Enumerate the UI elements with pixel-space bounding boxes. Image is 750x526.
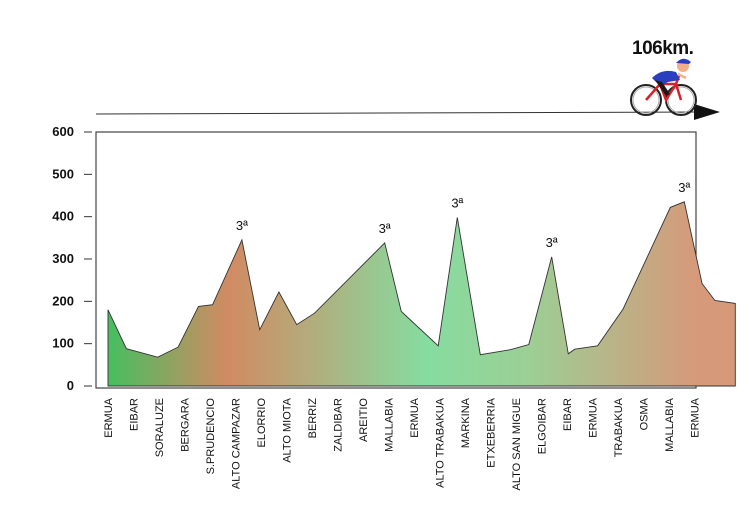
x-axis: ERMUA EIBAR SORALUZE BERGARA S.PRUDENCIO ALTO…	[103, 397, 702, 490]
x-tick-label: ERMUA	[103, 397, 115, 437]
x-tick-label: SORALUZE	[154, 398, 166, 457]
x-tick-label: ELGOIBAR	[537, 398, 549, 454]
altitude-area	[107, 201, 736, 387]
x-tick-label: AREITIO	[358, 398, 370, 442]
climb-category-label: 3ª	[379, 221, 391, 236]
x-tick-label: ERMUA	[409, 397, 421, 437]
y-tick-label: 0	[67, 378, 74, 393]
x-tick-label: ERMUA	[690, 397, 702, 437]
x-tick-label: BERRIZ	[307, 398, 319, 439]
x-tick-label: ERMUA	[588, 397, 600, 437]
x-tick-label: EIBAR	[129, 398, 141, 431]
x-tick-label: ELORRIO	[256, 398, 268, 448]
x-tick-label: S.PRUDENCIO	[205, 398, 217, 475]
x-tick-label: ETXEBERRIA	[486, 397, 498, 467]
y-axis: 0 100 200 300 400 500 600	[52, 124, 92, 393]
cyclist-icon	[630, 58, 697, 116]
climb-category-annotations: 3ª 3ª 3ª 3ª 3ª	[236, 180, 691, 250]
x-tick-label: EIBAR	[562, 398, 574, 431]
y-tick-label: 400	[52, 209, 74, 224]
x-tick-label: BERGARA	[180, 397, 192, 451]
x-tick-label: MALLABIA	[384, 397, 396, 451]
x-tick-label: ALTO SAN MIGUE	[511, 398, 523, 491]
x-tick-label: ALTO TRABAKUA	[435, 397, 447, 488]
climb-category-label: 3ª	[546, 235, 558, 250]
y-tick-label: 200	[52, 293, 74, 308]
x-tick-label: ALTO MIOTA	[282, 397, 294, 462]
x-tick-label: OSMA	[639, 397, 651, 430]
y-tick-label: 100	[52, 336, 74, 351]
x-tick-label: ZALDIBAR	[333, 398, 345, 452]
y-tick-label: 600	[52, 124, 74, 139]
x-tick-label: ALTO CAMPAZAR	[231, 398, 243, 489]
climb-category-label: 3ª	[678, 180, 690, 195]
x-tick-label: MARKINA	[460, 397, 472, 448]
x-tick-label: MALLABIA	[664, 397, 676, 451]
climb-category-label: 3ª	[451, 196, 463, 211]
y-tick-label: 500	[52, 166, 74, 181]
distance-label: 106km.	[632, 38, 693, 59]
route-arrow	[95, 104, 720, 120]
y-tick-label: 300	[52, 251, 74, 266]
climb-category-label: 3ª	[236, 218, 248, 233]
x-tick-label: TRABAKUA	[613, 397, 625, 457]
